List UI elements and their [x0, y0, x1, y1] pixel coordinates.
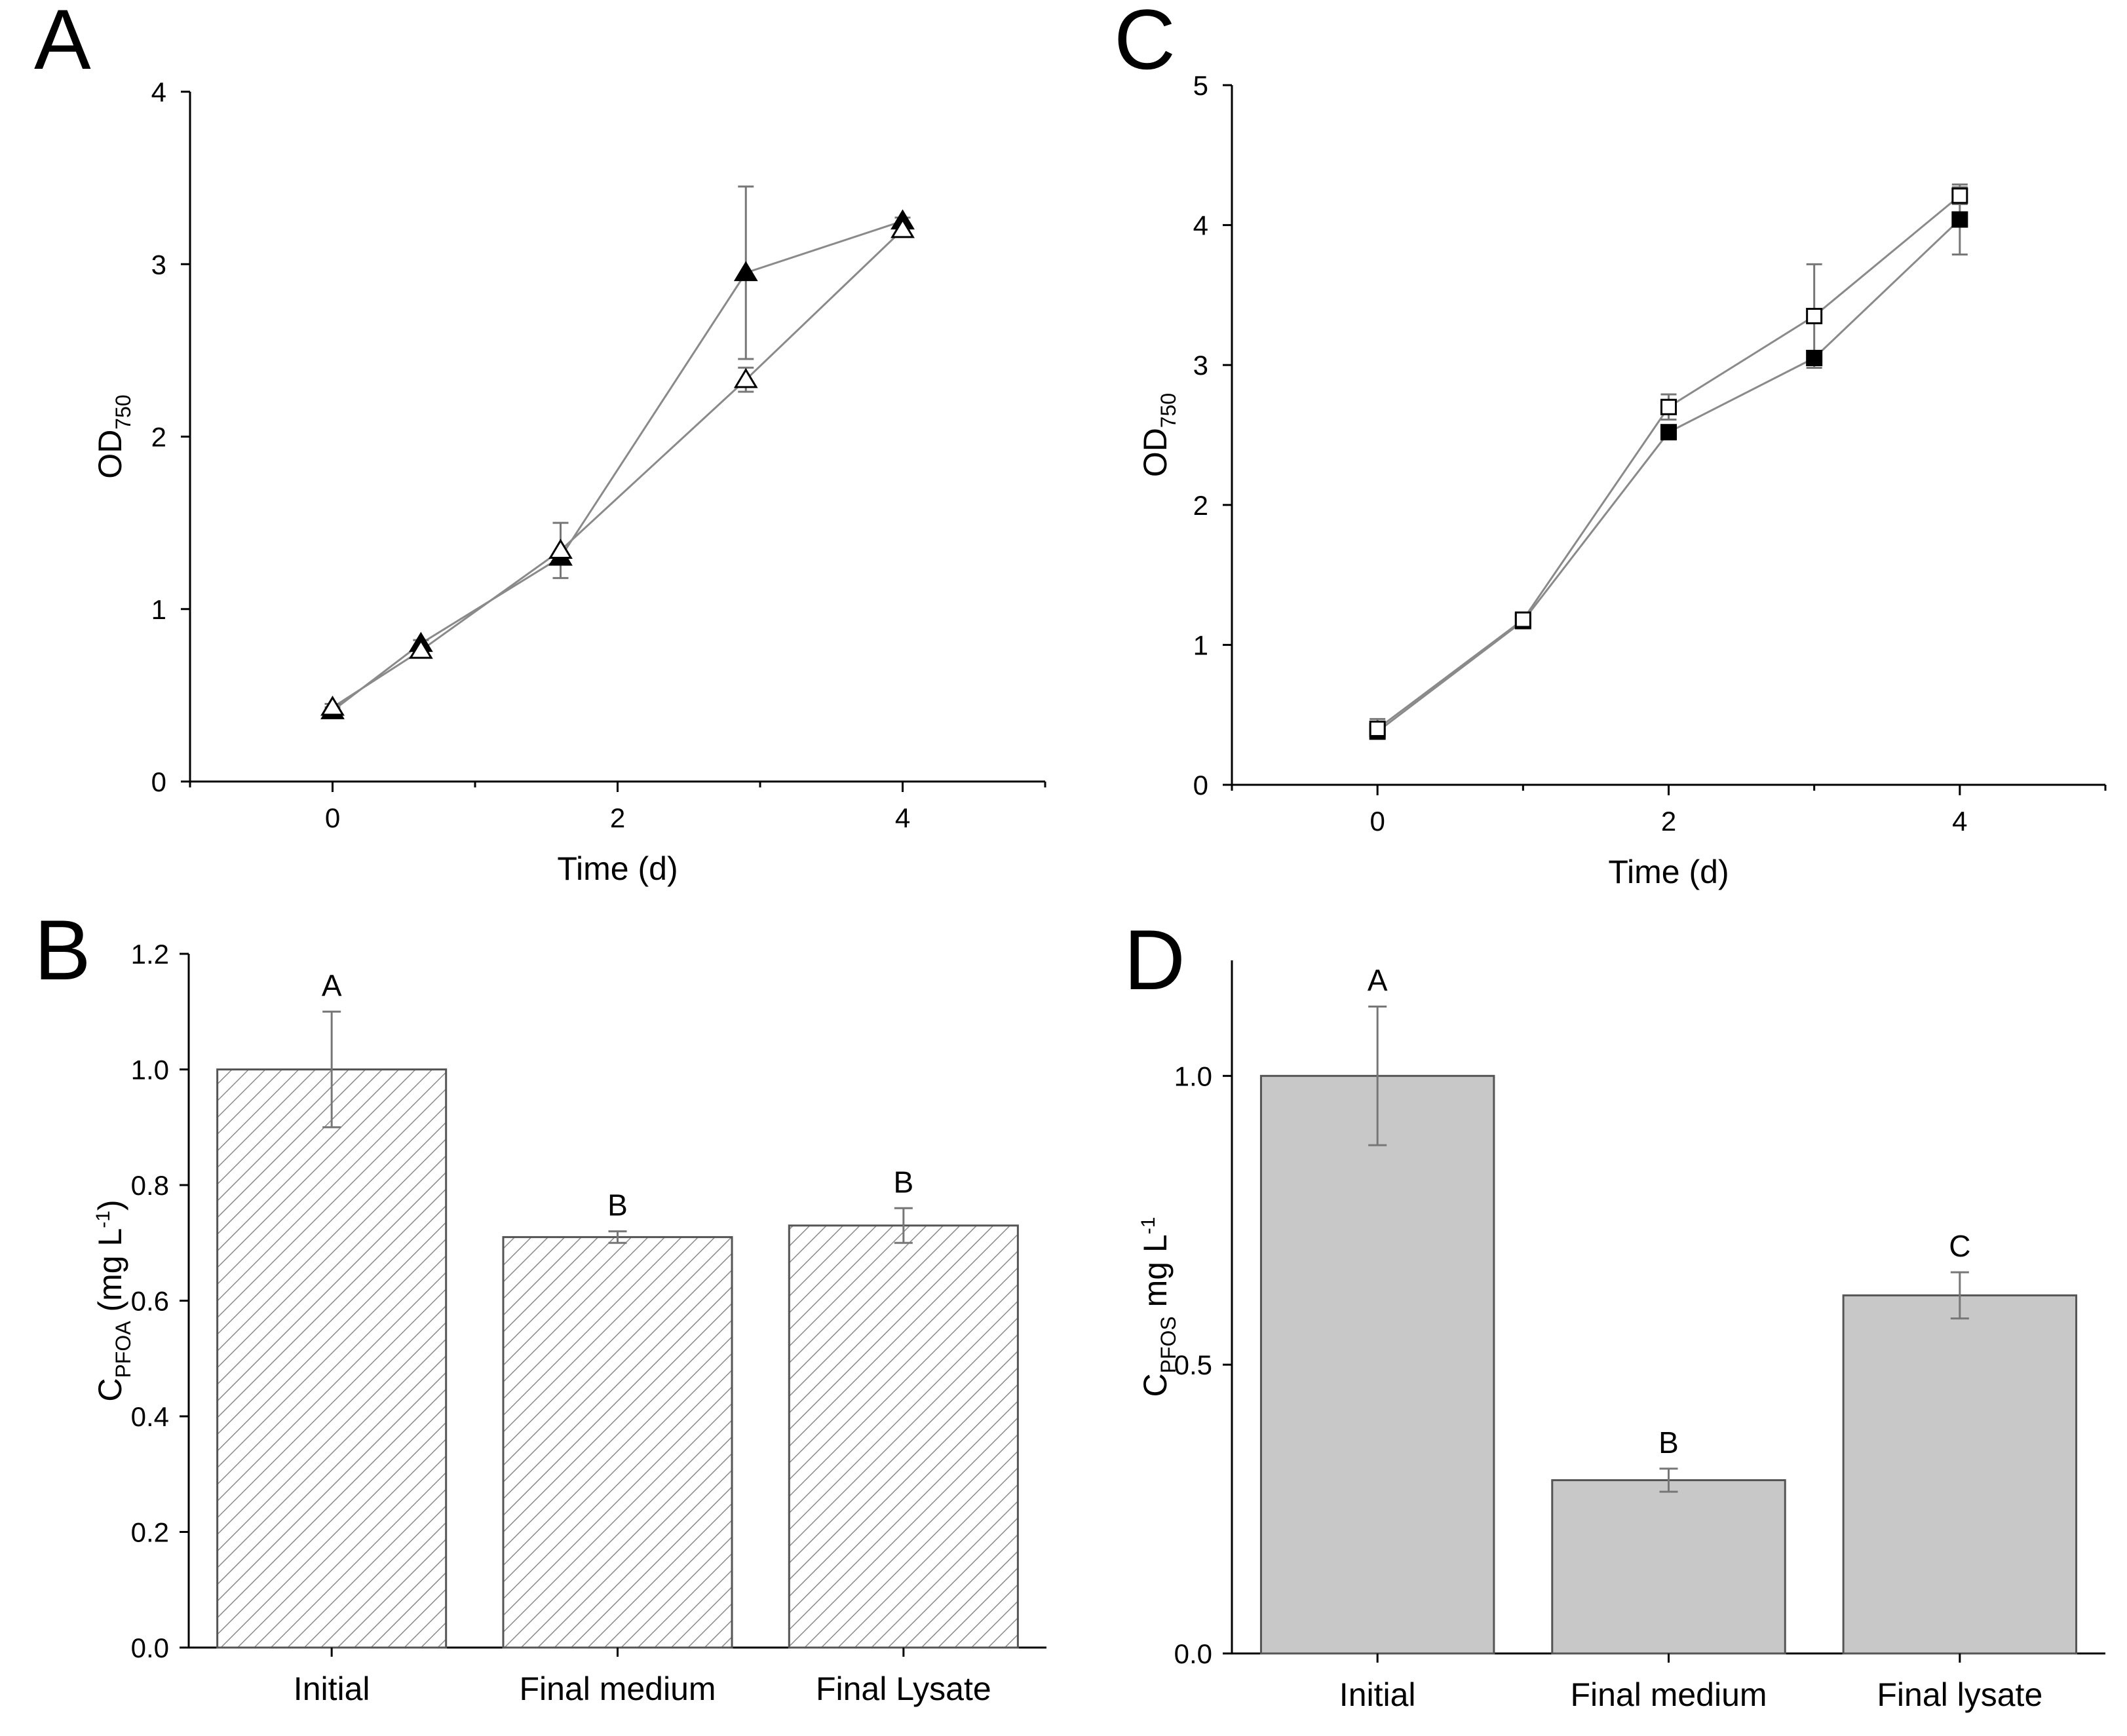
panel-c-x-tick-label: 4: [1952, 806, 1967, 837]
panel-b-y-axis-title-superscript: -1: [92, 1211, 114, 1228]
panel-a-letter: A: [34, 0, 91, 87]
panel-a-marker-open-triangle: [891, 217, 915, 238]
panel-c-series-line-filled-square: [1377, 218, 1961, 733]
panel-d-x-category-label: Final lysate: [1877, 1676, 2042, 1713]
panel-c-line-chart: C 0 1 2 3 4 5 0 2 4 Time (d) OD750: [1114, 0, 2107, 890]
panel-c-marker-filled-square: [1660, 424, 1677, 441]
panel-b-y-axis-title-units: (mg L: [92, 1228, 128, 1321]
panel-a-line-chart: A 0 1 2 3 4 0 2 4 Time (d) OD750: [34, 0, 1046, 887]
panel-b-y-tick-label: 0.6: [131, 1286, 169, 1317]
panel-c-x-tick-label: 0: [1370, 806, 1385, 837]
panel-c-y-tick-label: 5: [1193, 70, 1208, 101]
panel-c-marker-filled-square: [1806, 350, 1823, 367]
panel-a-x-tick-label: 0: [325, 802, 340, 833]
panel-c-marker-open-square: [1514, 611, 1531, 628]
panel-b-y-axis-title-subscript: PFOA: [111, 1321, 135, 1378]
panel-c-y-axis-title-main: OD: [1137, 428, 1174, 477]
panel-a-marker-open-triangle: [320, 695, 345, 716]
panel-b-y-tick-label: 1.0: [131, 1055, 169, 1085]
panel-b-significance-label: B: [607, 1188, 628, 1222]
panel-a-marker-open-triangle: [408, 639, 433, 659]
panel-c-x-tick-label: 2: [1661, 806, 1676, 837]
panel-c-series-line-open-square: [1377, 195, 1961, 730]
panel-b-y-axis-title-end: ): [92, 1199, 128, 1211]
panel-b-y-axis-title: CPFOA (mg L-1): [92, 1199, 135, 1401]
panel-d-y-tick-label: 0.0: [1174, 1638, 1212, 1669]
panel-b-bar: [788, 1224, 1019, 1649]
panel-c-y-tick-label: 2: [1193, 490, 1208, 521]
panel-a-y-axis-title-subscript: 750: [111, 394, 135, 429]
panel-d-significance-label: B: [1658, 1425, 1679, 1460]
panel-b-x-category-label: Final Lysate: [816, 1670, 991, 1707]
panel-b-y-tick-label: 1.2: [131, 939, 169, 970]
panel-d-y-axis-title-units: mg L: [1137, 1234, 1174, 1316]
panel-b-significance-label: B: [893, 1165, 913, 1199]
panel-d-y-axis-title-subscript: PFOS: [1157, 1316, 1180, 1373]
panel-b-y-axis-title-main: C: [92, 1378, 128, 1402]
panel-d-y-tick-label: 1.0: [1174, 1061, 1212, 1091]
panel-b-bar: [502, 1236, 733, 1649]
panel-a-y-axis-title: OD750: [92, 394, 135, 478]
panel-b-y-tick-label: 0.2: [131, 1517, 169, 1548]
panel-d-significance-label: C: [1949, 1229, 1970, 1263]
panel-d-significance-label: A: [1368, 964, 1388, 998]
panel-d-y-axis-title-superscript: -1: [1138, 1217, 1159, 1235]
panel-a-marker-open-triangle: [733, 368, 758, 388]
panel-d-bar: [1842, 1294, 2078, 1655]
panel-b-x-category-label: Final medium: [519, 1670, 716, 1707]
panel-c-letter: C: [1114, 0, 1176, 87]
panel-c-y-tick-label: 0: [1193, 770, 1208, 801]
panel-a-y-tick-label: 1: [151, 594, 166, 625]
panel-d-bar: [1551, 1479, 1786, 1655]
panel-c-marker-open-square: [1660, 398, 1677, 415]
panel-c-y-tick-label: 1: [1193, 630, 1208, 660]
panel-d-y-tick-label: 0.5: [1174, 1349, 1212, 1380]
panel-c-x-axis-title: Time (d): [1608, 854, 1729, 890]
panel-b-y-tick-label: 0.4: [131, 1401, 169, 1432]
panel-b-y-tick-label: 0.0: [131, 1632, 169, 1663]
panel-b-bar-chart: B 0.0 0.2 0.4 0.6 0.8 1.0 1.2 CPFOA (mg L-1) A Ini…: [34, 902, 1046, 1707]
panel-a-y-tick-label: 3: [151, 249, 166, 280]
panel-a-y-tick-label: 2: [151, 422, 166, 453]
panel-a-marker-open-triangle: [548, 538, 573, 559]
panel-c-y-tick-label: 4: [1193, 210, 1208, 241]
panel-a-y-tick-label: 0: [151, 766, 166, 797]
panel-a-y-axis-title-main: OD: [92, 430, 128, 479]
panel-a-marker-filled-triangle: [733, 261, 758, 282]
panel-b-bar: [216, 1068, 448, 1649]
panel-a-y-tick-label: 4: [151, 77, 166, 107]
panel-b-x-category-label: Initial: [294, 1670, 370, 1707]
panel-d-y-axis-title-main: C: [1137, 1373, 1174, 1397]
panel-d-x-category-label: Initial: [1339, 1676, 1416, 1713]
panel-b-y-tick-label: 0.8: [131, 1170, 169, 1201]
panel-a-x-axis-title: Time (d): [557, 850, 678, 887]
panel-b-significance-label: A: [322, 968, 342, 1002]
panel-b-letter: B: [34, 902, 91, 998]
panel-c-marker-open-square: [1951, 187, 1968, 204]
panel-c-marker-filled-square: [1951, 211, 1968, 228]
panel-c-y-tick-label: 3: [1193, 350, 1208, 381]
panel-d-letter: D: [1124, 912, 1185, 1008]
panel-d-y-axis-title: CPFOS mg L-1: [1137, 1217, 1180, 1397]
panel-c-y-axis-title: OD750: [1137, 393, 1180, 477]
panel-c-y-axis-title-subscript: 750: [1157, 393, 1180, 428]
panel-a-x-tick-label: 2: [610, 802, 625, 833]
panel-d-bar: [1259, 1074, 1495, 1655]
panel-c-marker-open-square: [1369, 721, 1386, 738]
panel-d-x-category-label: Final medium: [1570, 1676, 1767, 1713]
panel-a-x-tick-label: 4: [895, 802, 910, 833]
panel-c-marker-open-square: [1806, 307, 1823, 324]
